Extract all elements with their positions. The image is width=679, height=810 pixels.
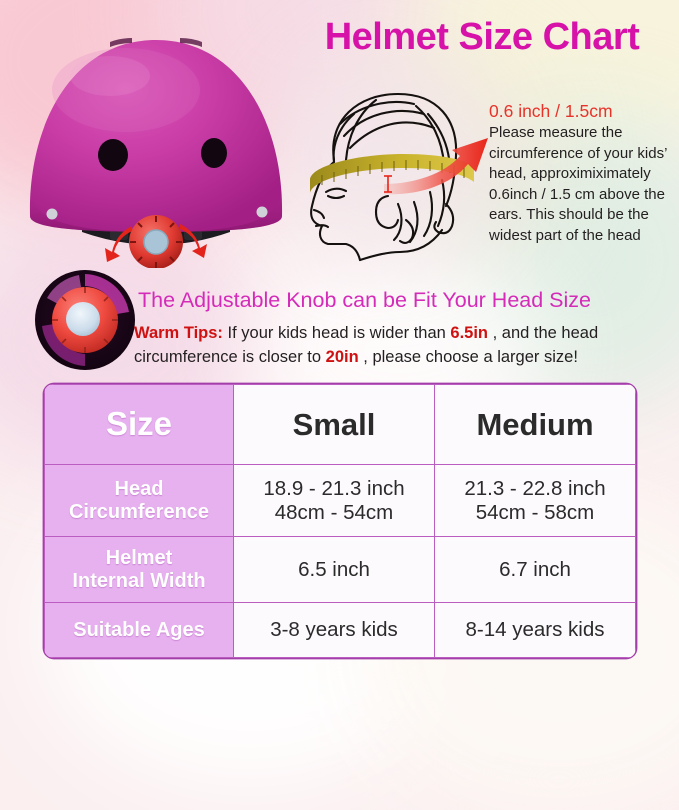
warm-tips-part3: , please choose a larger size! [363, 348, 578, 366]
helmet-vent-hole-right [201, 138, 227, 168]
helmet-rivet-left [46, 208, 58, 220]
warm-tips-label: Warm Tips: [134, 324, 223, 342]
row-label-head-circumference: Head Circumference [44, 464, 234, 537]
row-label-line2: Internal Width [72, 569, 206, 592]
table-header-row: Size Small Medium [44, 384, 636, 465]
ear-line [374, 194, 400, 230]
helmet-photo [29, 38, 283, 268]
helmet-vent-hole-left [98, 139, 128, 171]
helmet-top-vent-right [180, 38, 202, 47]
row-label-line1: Head [114, 478, 164, 501]
cell-line2: 48cm - 54cm [274, 500, 394, 524]
page-title: Helmet Size Chart [324, 16, 640, 58]
cell-line1: 21.3 - 22.8 inch [464, 476, 606, 500]
cell-small-head-circumference: 18.9 - 21.3 inch 48cm - 54cm [233, 464, 435, 537]
table-row: Helmet Internal Width 6.5 inch 6.7 inch [44, 536, 636, 603]
warm-tips-note: Warm Tips: If your kids head is wider th… [134, 321, 674, 369]
warm-tips-circumference-value: 20in [325, 348, 359, 366]
warm-tips-width-value: 6.5in [450, 324, 489, 342]
warm-tips-part1: If your kids head is wider than [227, 324, 451, 342]
cell-medium-helmet-internal-width: 6.7 inch [434, 536, 636, 603]
head-profile-diagram [310, 92, 488, 262]
cell-line1: 18.9 - 21.3 inch [263, 476, 405, 500]
helmet-shell [29, 40, 283, 232]
red-curved-arrow-icon [384, 138, 488, 195]
table-header-size: Size [44, 384, 234, 465]
table-header-medium: Medium [434, 384, 636, 465]
table-row: Suitable Ages 3-8 years kids 8-14 years … [44, 602, 636, 658]
row-label-line1: Helmet [105, 547, 173, 570]
rotation-arrow-icon [105, 224, 207, 262]
measurement-highlight: 0.6 inch / 1.5cm [489, 101, 613, 121]
adjustable-knob [129, 215, 183, 268]
eye-line [324, 187, 348, 194]
row-label-helmet-internal-width: Helmet Internal Width [44, 536, 234, 603]
cell-small-helmet-internal-width: 6.5 inch [233, 536, 435, 603]
helmet-top-vent-left [110, 38, 132, 47]
warm-tips-part2: , and the head circumference is closer t… [134, 324, 599, 366]
cell-medium-suitable-ages: 8-14 years kids [434, 602, 636, 658]
row-label-line2: Circumference [68, 500, 210, 523]
ear-offset-marker [384, 175, 392, 193]
adjustable-knob-photo [35, 270, 135, 370]
row-label-suitable-ages: Suitable Ages [44, 602, 234, 658]
table-header-small: Small [233, 384, 435, 465]
measurement-instructions: Please measure the circumference of your… [489, 124, 667, 244]
helmet-rivet-right [256, 206, 268, 218]
cell-small-suitable-ages: 3-8 years kids [233, 602, 435, 658]
knob-headline: The Adjustable Knob can be Fit Your Head… [138, 288, 592, 312]
cell-line2: 54cm - 58cm [475, 500, 595, 524]
measurement-callout: 0.6 inch / 1.5cm Please measure the circ… [489, 101, 675, 246]
cell-medium-head-circumference: 21.3 - 22.8 inch 54cm - 58cm [434, 464, 636, 537]
table-row: Head Circumference 18.9 - 21.3 inch 48cm… [44, 464, 636, 537]
size-chart-table: Size Small Medium Head Circumference 18.… [44, 384, 636, 658]
